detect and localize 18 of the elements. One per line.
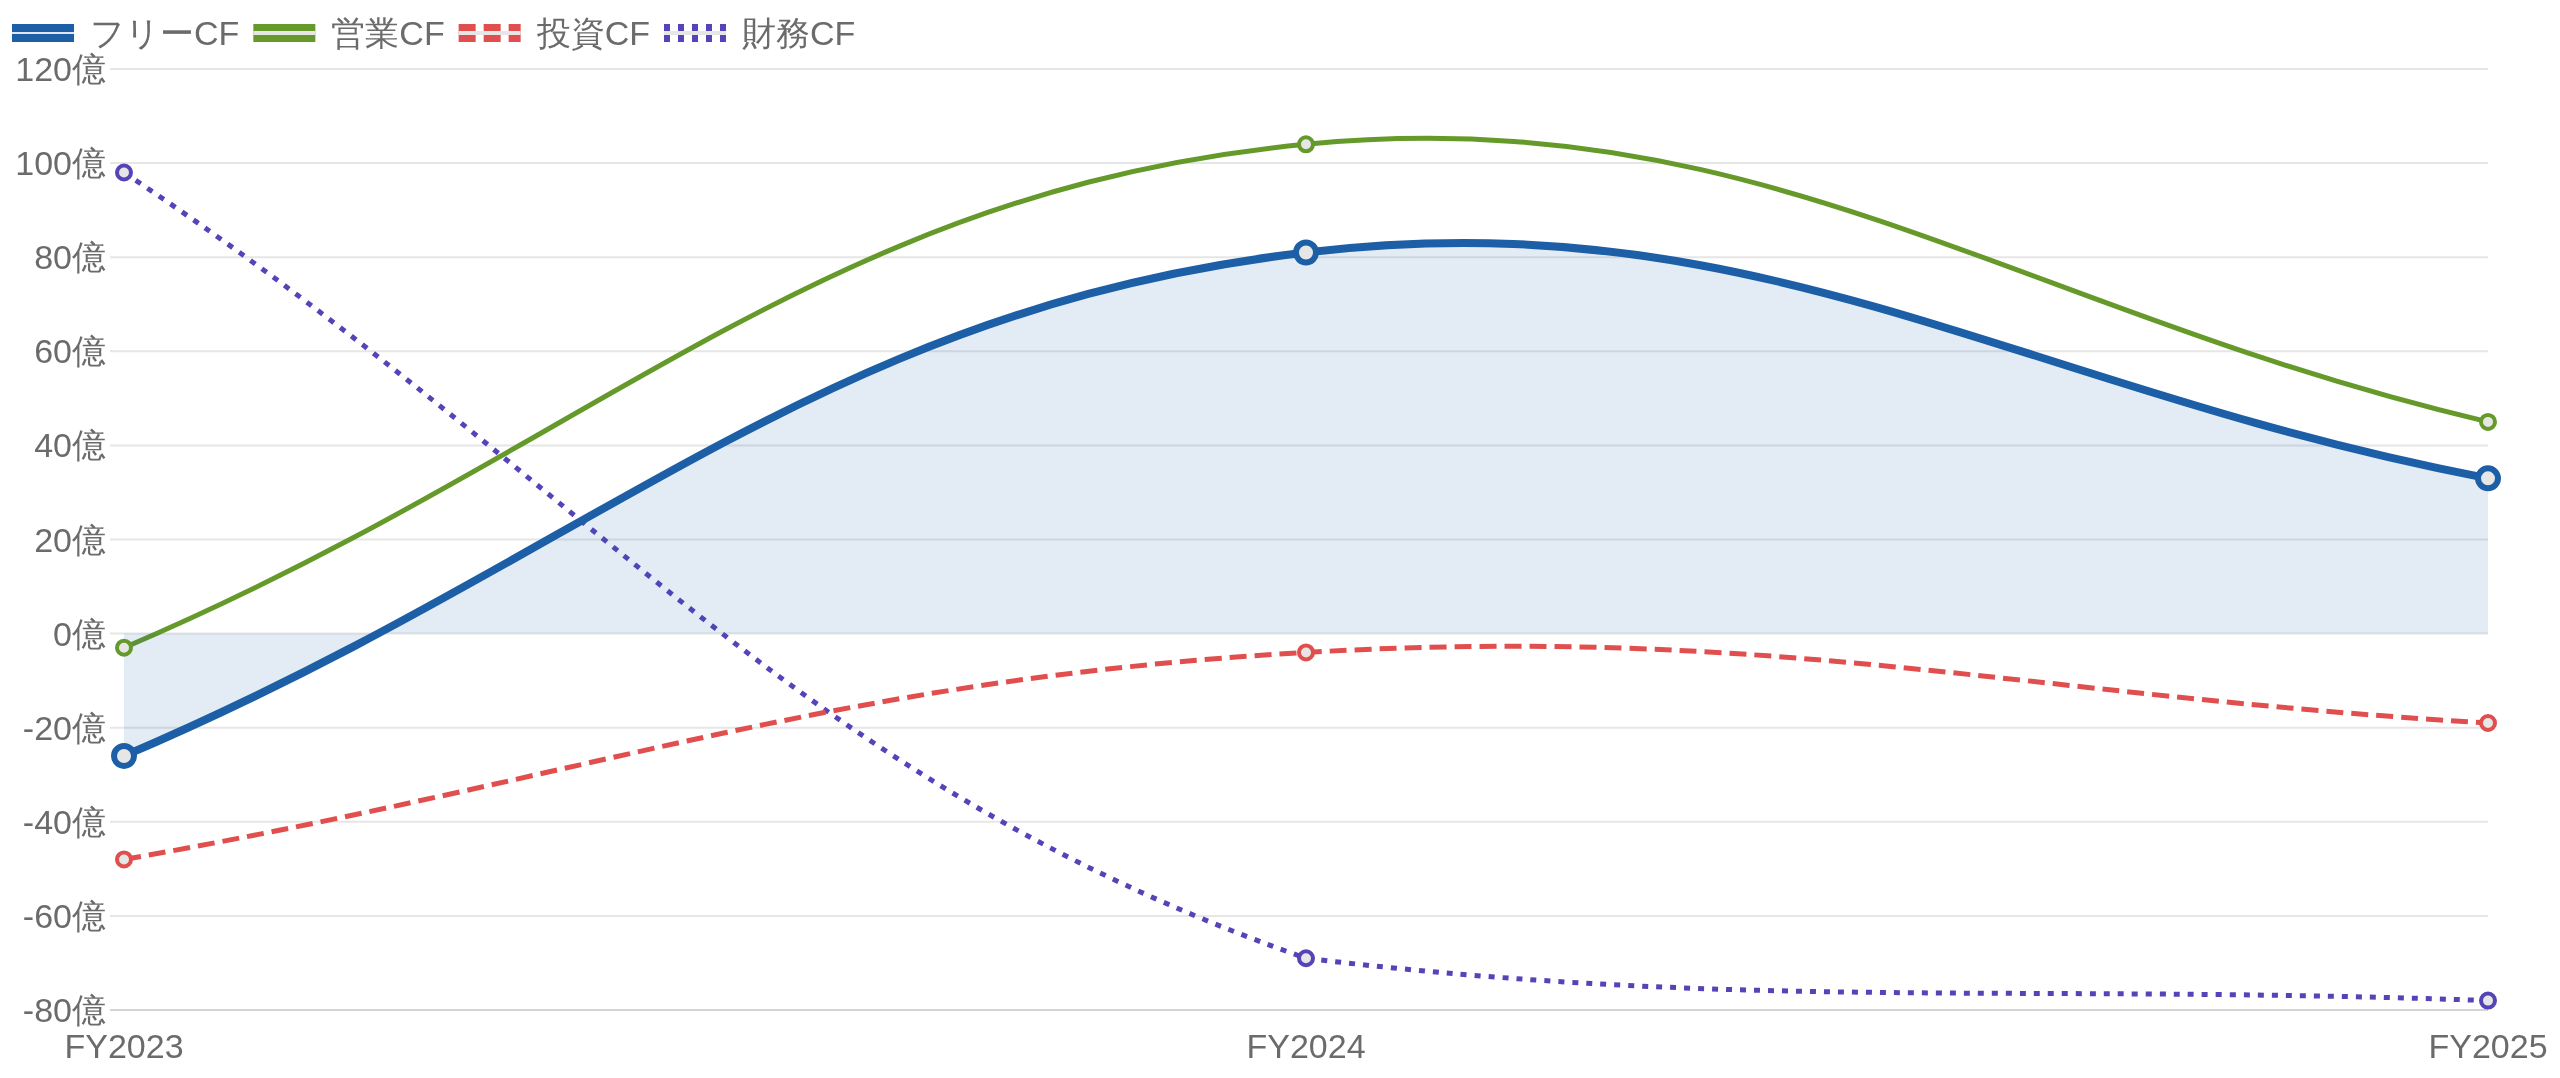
legend-label: 営業CF — [331, 14, 445, 52]
legend-label: フリーCF — [90, 14, 240, 52]
y-tick-label: 40億 — [34, 426, 106, 465]
x-tick-label: FY2024 — [1246, 1027, 1366, 1065]
y-tick-label: 20億 — [34, 520, 106, 559]
x-tick-label: FY2023 — [64, 1027, 184, 1065]
y-tick-label: -20億 — [22, 708, 106, 747]
y-tick-label: 80億 — [34, 238, 106, 277]
legend-label: 投資CF — [536, 14, 650, 52]
x-tick-label: FY2025 — [2428, 1027, 2548, 1065]
y-tick-label: -60億 — [22, 896, 106, 935]
y-tick-label: 0億 — [53, 614, 106, 653]
y-tick-label: -40億 — [22, 802, 106, 841]
y-tick-label: 60億 — [34, 332, 106, 371]
legend-label: 財務CF — [742, 14, 856, 52]
y-tick-label: 100億 — [15, 144, 106, 183]
y-tick-label: -80億 — [22, 991, 106, 1029]
y-tick-label: 120億 — [15, 50, 106, 88]
